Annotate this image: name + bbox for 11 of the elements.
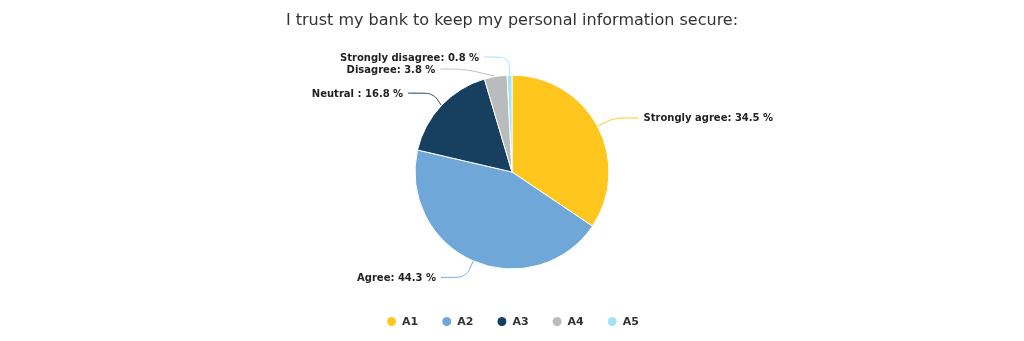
legend-label: A1	[402, 315, 419, 328]
legend-label: A2	[457, 315, 474, 328]
chart-title: I trust my bank to keep my personal information secure:	[285, 9, 739, 29]
legend-label: A5	[622, 315, 639, 328]
data-label: Agree: 44.3 %	[357, 271, 437, 283]
data-label: Strongly disagree: 0.8 %	[339, 51, 480, 63]
legend-label: A4	[567, 315, 585, 328]
data-label: Disagree: 3.8 %	[346, 63, 436, 75]
data-label: Strongly agree: 34.5 %	[643, 112, 774, 124]
data-label: Neutral : 16.8 %	[311, 87, 404, 99]
legend-label: A3	[512, 315, 529, 328]
